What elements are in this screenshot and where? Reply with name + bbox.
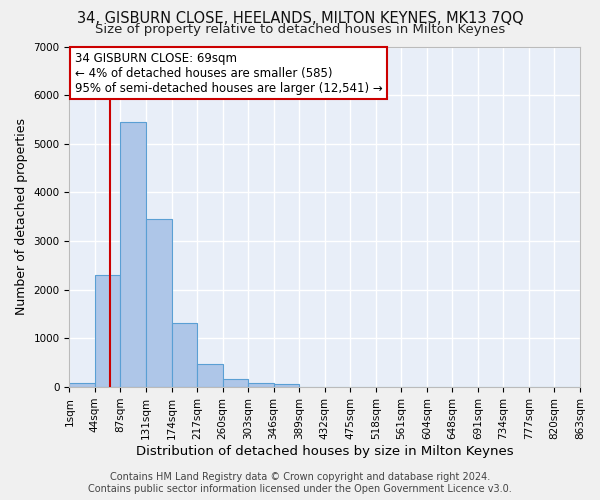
- Bar: [223, 380, 248, 387]
- X-axis label: Distribution of detached houses by size in Milton Keynes: Distribution of detached houses by size …: [136, 444, 514, 458]
- Text: 34 GISBURN CLOSE: 69sqm
← 4% of detached houses are smaller (585)
95% of semi-de: 34 GISBURN CLOSE: 69sqm ← 4% of detached…: [74, 52, 382, 94]
- Y-axis label: Number of detached properties: Number of detached properties: [15, 118, 28, 316]
- Bar: [70, 383, 95, 387]
- Bar: [121, 122, 146, 387]
- Bar: [146, 219, 172, 387]
- Bar: [274, 384, 299, 387]
- Text: 34, GISBURN CLOSE, HEELANDS, MILTON KEYNES, MK13 7QQ: 34, GISBURN CLOSE, HEELANDS, MILTON KEYN…: [77, 11, 523, 26]
- Bar: [95, 275, 121, 387]
- Text: Contains HM Land Registry data © Crown copyright and database right 2024.
Contai: Contains HM Land Registry data © Crown c…: [88, 472, 512, 494]
- Text: Size of property relative to detached houses in Milton Keynes: Size of property relative to detached ho…: [95, 22, 505, 36]
- Bar: [172, 323, 197, 387]
- Bar: [197, 364, 223, 387]
- Bar: [248, 382, 274, 387]
